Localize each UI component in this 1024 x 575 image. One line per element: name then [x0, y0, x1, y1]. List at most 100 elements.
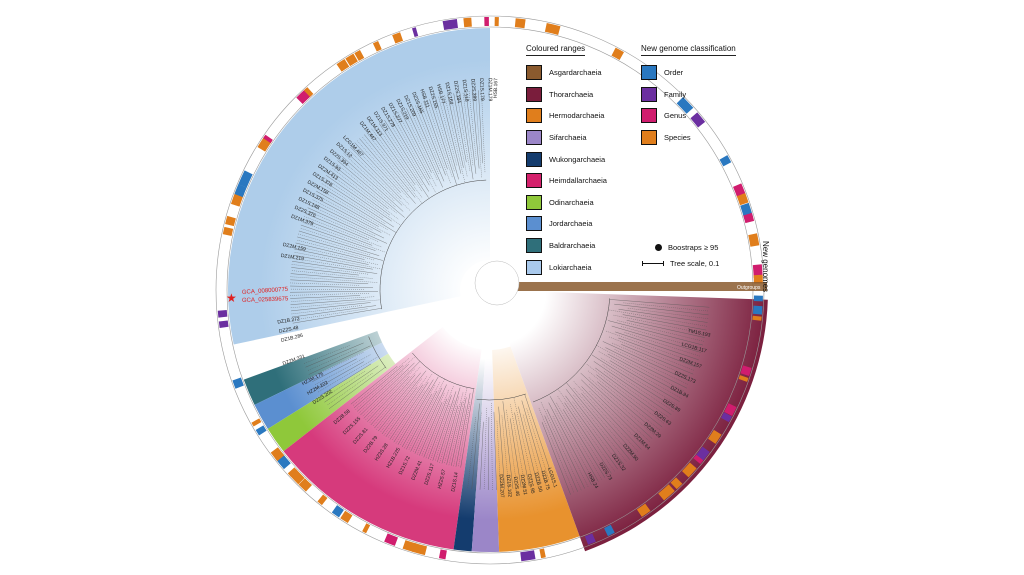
loki-branch	[471, 90, 480, 169]
thor-branch	[581, 386, 642, 450]
new-genome-mark	[494, 17, 499, 27]
tree-scale-label: Tree scale, 0.1	[670, 259, 720, 268]
new-genome-mark	[238, 170, 253, 188]
loki-branch	[291, 267, 359, 276]
new-genome-mark	[412, 27, 419, 38]
thor-branch	[565, 389, 625, 465]
odin-branch-arc	[368, 336, 387, 369]
hermod-branch	[488, 416, 490, 490]
thor-branch	[588, 377, 655, 436]
class-legend-item: Order	[641, 62, 736, 84]
hermod-leaf-label: DZ2M.51	[519, 474, 528, 495]
loki-leaf-label: DZ2M.159	[282, 242, 306, 253]
classification-list: Order Family Genus Species	[641, 62, 736, 148]
heim-branch	[419, 402, 443, 456]
loki-branch	[314, 193, 391, 236]
new-genome-mark	[392, 32, 404, 44]
thor-branch	[622, 314, 707, 331]
heimdallarchaeia-range	[283, 326, 482, 550]
heim-branch	[361, 370, 410, 417]
heim-branch	[412, 396, 440, 453]
range-legend-label: Sifarchaeia	[549, 133, 587, 143]
loki-branch	[290, 296, 375, 302]
thor-branch	[605, 330, 698, 364]
loki-branch	[320, 182, 386, 224]
heim-branch	[423, 398, 448, 458]
thor-branch	[614, 303, 709, 316]
hermod-branch	[510, 404, 526, 487]
thor-branch	[580, 372, 653, 439]
thor-branch	[557, 396, 609, 476]
hermod-branch	[475, 412, 482, 490]
class-legend-label: Family	[664, 89, 687, 99]
hermod-branch	[491, 402, 493, 490]
hermod-leaf-label: DZ1B.75	[540, 470, 551, 491]
odin-branch	[305, 342, 364, 368]
new-genome-mark	[384, 533, 398, 546]
heim-branch	[401, 393, 433, 448]
new-genome-mark	[743, 212, 755, 224]
thor-branch	[618, 337, 697, 368]
heim-branch	[421, 389, 450, 457]
loki-branch	[290, 299, 366, 305]
loki-leaf-label: DZ2S.184	[452, 80, 462, 103]
loki-branch	[352, 144, 410, 205]
heim-branch	[360, 362, 415, 416]
thor-branch	[605, 347, 687, 389]
loki-branch	[371, 128, 423, 198]
loki-branch	[478, 90, 483, 164]
heim-branch	[406, 390, 438, 450]
loki-branch	[290, 285, 374, 288]
loki-branch	[311, 199, 373, 231]
loki-branch	[423, 101, 448, 170]
odin-branch	[314, 354, 371, 386]
heim-branch	[444, 392, 464, 465]
new-genome-mark	[658, 484, 675, 501]
loki-branch	[292, 258, 364, 270]
thor-branch	[558, 389, 615, 472]
new-genome-mark	[402, 540, 418, 553]
loki-branch	[291, 305, 377, 318]
loki-branch	[297, 236, 384, 261]
loki-branch	[293, 254, 373, 270]
class-legend-item: Family	[641, 84, 736, 106]
odin-branch	[328, 367, 386, 409]
loki-branch	[403, 109, 438, 181]
loki-branch	[426, 100, 453, 178]
loki-branch	[299, 227, 367, 250]
loki-branch	[307, 207, 388, 244]
thor-branch	[538, 408, 575, 494]
heim-branch	[385, 384, 424, 437]
heim-branch	[451, 397, 467, 466]
range-legend-item: Jordarchaeia	[526, 213, 607, 235]
loki-branch	[364, 134, 416, 198]
heim-branch	[357, 364, 409, 412]
range-legend-label: Wukongarchaeia	[549, 154, 606, 164]
new-genome-mark	[317, 494, 328, 506]
loki-branch	[337, 160, 405, 218]
heim-branch	[437, 387, 461, 463]
thor-branch	[596, 374, 663, 428]
new-genome-mark	[736, 193, 749, 206]
thor-branch-arc	[532, 298, 610, 403]
loki-branch	[308, 204, 376, 237]
lokiarchaeia-range	[228, 28, 490, 345]
new-genome-mark	[303, 87, 314, 97]
thor-branch	[564, 402, 612, 474]
range-legend-swatch	[526, 130, 542, 146]
heim-branch	[410, 387, 443, 452]
new-genome-mark	[670, 477, 683, 490]
bootstrap-dot-icon	[655, 244, 662, 251]
coloured-ranges-list: Asgardarchaeia Thorarchaeia Hermodarchaeia…	[526, 62, 607, 278]
thor-branch	[609, 336, 695, 371]
new-genome-mark	[738, 375, 749, 382]
new-genome-mark	[752, 305, 763, 315]
loki-branch	[417, 103, 446, 176]
heim-branch	[441, 405, 459, 464]
range-legend-swatch	[526, 86, 542, 102]
loki-branch	[481, 90, 486, 173]
heim-branch	[446, 401, 463, 465]
new-genome-mark	[354, 49, 365, 61]
classification-legend: New genome classification Order Family Gen…	[641, 38, 736, 148]
class-legend-swatch	[641, 108, 657, 124]
